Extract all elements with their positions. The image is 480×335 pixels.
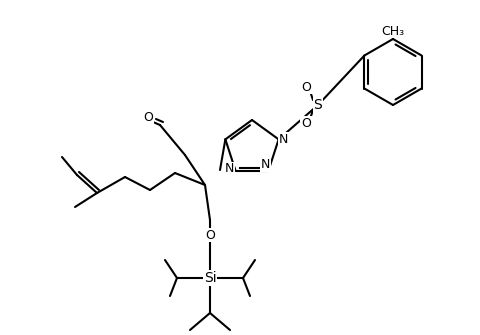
Text: O: O	[301, 117, 311, 130]
Text: O: O	[301, 80, 311, 93]
Text: CH₃: CH₃	[382, 24, 405, 38]
Text: O: O	[143, 111, 153, 124]
Text: S: S	[313, 98, 323, 112]
Text: N: N	[261, 158, 270, 171]
Text: N: N	[225, 162, 234, 175]
Text: O: O	[205, 228, 215, 242]
Text: N: N	[279, 133, 288, 146]
Text: Si: Si	[204, 271, 216, 285]
